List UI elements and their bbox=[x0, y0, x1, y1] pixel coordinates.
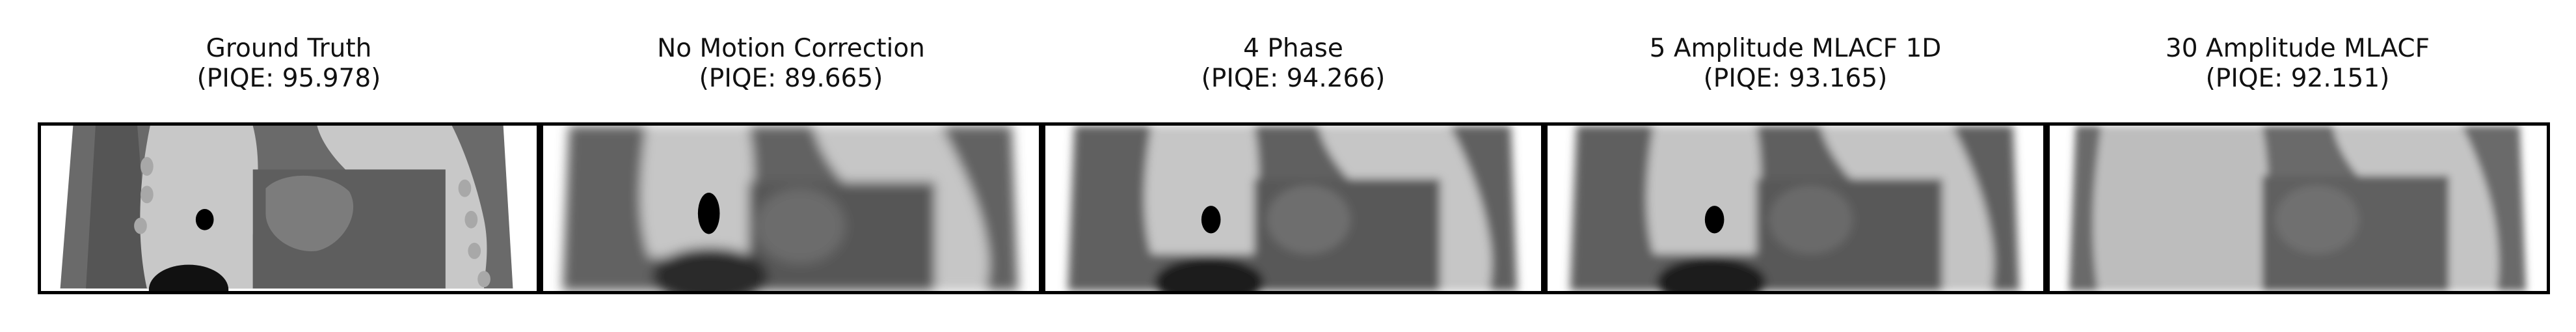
panel-title-metric: (PIQE: 94.266) bbox=[1201, 64, 1386, 93]
panel-title-name: 5 Amplitude MLACF 1D bbox=[1649, 34, 1942, 63]
panel-title-metric: (PIQE: 93.165) bbox=[1703, 64, 1888, 93]
ct-slice-no-motion-correction bbox=[543, 126, 1039, 291]
panel-title-metric: (PIQE: 92.151) bbox=[2205, 64, 2390, 93]
panel-4-phase: 4 Phase (PIQE: 94.266) bbox=[1042, 0, 1544, 332]
ct-slice-ground-truth bbox=[41, 126, 537, 291]
panel-title: 30 Amplitude MLACF (PIQE: 92.151) bbox=[2046, 34, 2549, 94]
panel-title-name: 30 Amplitude MLACF bbox=[2165, 34, 2430, 63]
panel-no-motion-correction: No Motion Correction (PIQE: 89.665) bbox=[540, 0, 1042, 332]
image-30-amplitude-mlacf bbox=[2046, 122, 2550, 294]
panel-title: 4 Phase (PIQE: 94.266) bbox=[1042, 34, 1544, 94]
image-5-amplitude-mlacf-1d bbox=[1544, 122, 2046, 294]
image-ground-truth bbox=[38, 122, 540, 294]
image-4-phase bbox=[1042, 122, 1544, 294]
panel-5-amplitude-mlacf-1d: 5 Amplitude MLACF 1D (PIQE: 93.165) bbox=[1544, 0, 2046, 332]
panel-title-name: No Motion Correction bbox=[657, 34, 925, 63]
panel-title-metric: (PIQE: 89.665) bbox=[699, 64, 883, 93]
panel-title: Ground Truth (PIQE: 95.978) bbox=[38, 34, 540, 94]
ct-slice-30-amplitude-mlacf bbox=[2050, 126, 2547, 291]
image-no-motion-correction bbox=[540, 122, 1042, 294]
panel-30-amplitude-mlacf: 30 Amplitude MLACF (PIQE: 92.151) bbox=[2046, 0, 2550, 332]
panel-title-name: 4 Phase bbox=[1243, 34, 1343, 63]
ct-slice-4-phase bbox=[1045, 126, 1541, 291]
panel-title-name: Ground Truth bbox=[206, 34, 372, 63]
panel-title: No Motion Correction (PIQE: 89.665) bbox=[540, 34, 1042, 94]
panel-title-metric: (PIQE: 95.978) bbox=[196, 64, 381, 93]
panel-ground-truth: Ground Truth (PIQE: 95.978) bbox=[38, 0, 540, 332]
ct-slice-5-amplitude-mlacf-1d bbox=[1548, 126, 2043, 291]
panel-title: 5 Amplitude MLACF 1D (PIQE: 93.165) bbox=[1544, 34, 2046, 94]
